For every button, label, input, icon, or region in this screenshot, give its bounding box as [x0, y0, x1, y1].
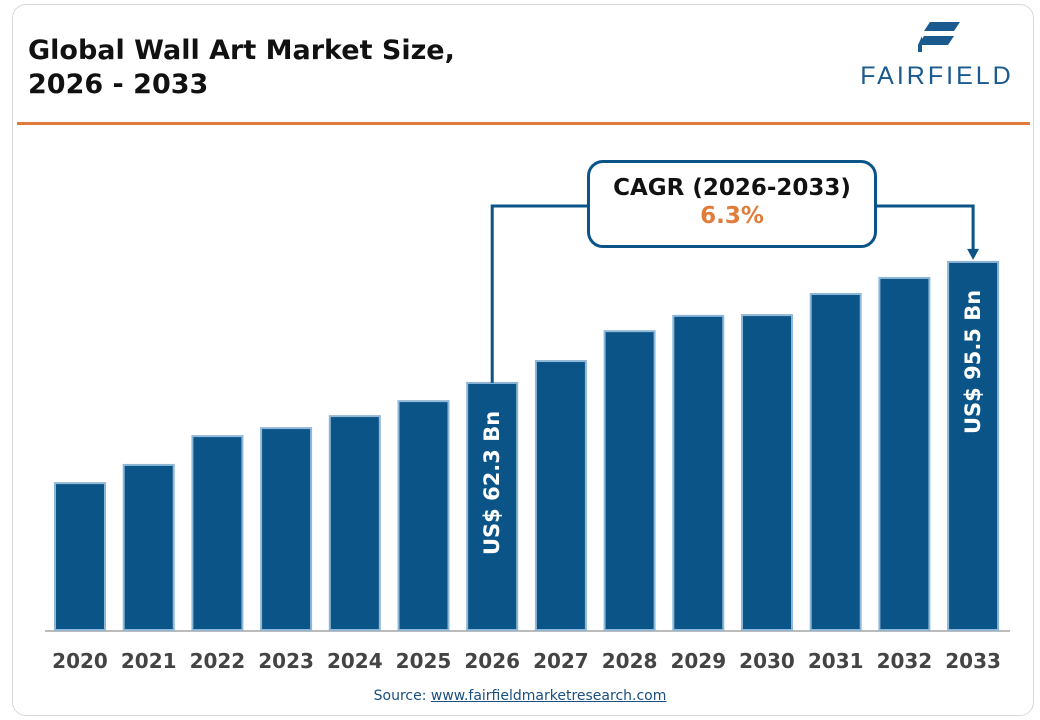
title-line-2: 2026 - 2033: [28, 69, 209, 100]
bar-2032: [878, 276, 931, 631]
bar-2022: [191, 435, 244, 632]
data-label-2026: US$ 62.3 Bn: [480, 411, 504, 555]
fairfield-logo: FAIRFIELD: [848, 18, 1026, 92]
x-tick-label: 2031: [808, 649, 864, 673]
x-tick-label: 2030: [739, 649, 795, 673]
bar-2033: [947, 260, 1000, 631]
bar-2020: [54, 482, 106, 631]
cagr-value: 6.3%: [700, 203, 764, 229]
x-tick-label: 2033: [945, 649, 1001, 673]
bar-2028: [603, 330, 656, 631]
x-tick-label: 2020: [52, 649, 108, 673]
bar-2029: [672, 314, 725, 631]
x-tick-label: 2025: [396, 649, 452, 673]
cagr-connector-left: [490, 204, 590, 383]
header-divider: [17, 122, 1030, 125]
arrow-down-icon: [967, 248, 980, 260]
logo-text: FAIRFIELD: [860, 62, 1014, 90]
bar-2024: [328, 415, 381, 631]
bar-2027: [534, 360, 587, 631]
x-tick-label: 2029: [670, 649, 726, 673]
x-tick-label: 2026: [464, 649, 520, 673]
source-prefix: Source:: [373, 688, 431, 704]
source-link[interactable]: www.fairfieldmarketresearch.com: [430, 688, 667, 704]
x-tick-label: 2023: [258, 649, 314, 673]
x-tick-label: 2032: [877, 649, 933, 673]
bar-2031: [809, 292, 862, 631]
title-line-1: Global Wall Art Market Size,: [28, 35, 455, 66]
x-tick-label: 2022: [190, 649, 246, 673]
data-label-2033: US$ 95.5 Bn: [961, 290, 985, 434]
x-tick-label: 2027: [533, 649, 589, 673]
x-tick-label: 2021: [121, 649, 177, 673]
bar-2025: [397, 400, 450, 632]
cagr-label: CAGR (2026-2033): [613, 175, 851, 201]
x-tick-label: 2028: [602, 649, 658, 673]
bar-2030: [741, 314, 793, 631]
bar-2021: [122, 463, 175, 631]
bar-2023: [260, 427, 313, 631]
x-tick-label: 2024: [327, 649, 383, 673]
card-frame: [12, 4, 1034, 716]
logo-mark-icon: [918, 22, 960, 52]
source-note: Source: www.fairfieldmarketresearch.com: [0, 688, 1040, 704]
cagr-connector-right: [875, 204, 975, 250]
chart-title: Global Wall Art Market Size, 2026 - 2033: [28, 34, 548, 102]
cagr-callout: CAGR (2026-2033) 6.3%: [587, 160, 877, 248]
